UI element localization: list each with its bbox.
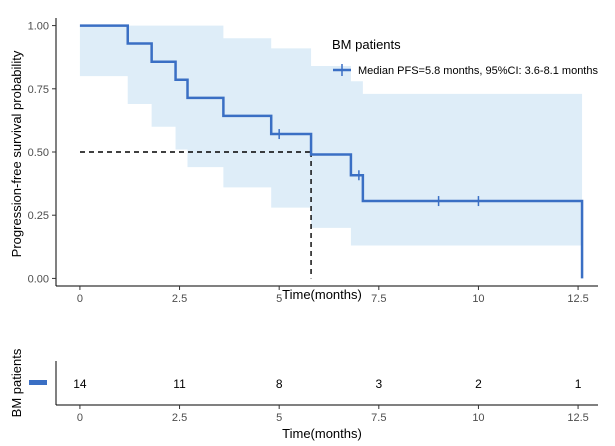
km-x-tick-label: 10 bbox=[472, 293, 484, 305]
km-x-tick-label: 2.5 bbox=[172, 293, 187, 305]
km-x-axis-title: Time(months) bbox=[282, 287, 362, 302]
risk-value: 14 bbox=[73, 377, 87, 391]
legend: BM patients Median PFS=5.8 months, 95%CI… bbox=[332, 37, 598, 77]
risk-strata-color-key bbox=[29, 380, 47, 385]
km-x-tick-label: 5 bbox=[276, 293, 282, 305]
risk-x-ticks: 0 2.5 5 7.5 10 12.5 bbox=[77, 405, 589, 424]
censor-marks bbox=[278, 129, 480, 207]
risk-value: 3 bbox=[375, 377, 382, 391]
km-x-tick-label: 12.5 bbox=[567, 293, 588, 305]
risk-x-tick-label: 2.5 bbox=[172, 412, 187, 424]
risk-x-tick-label: 10 bbox=[472, 412, 484, 424]
risk-x-tick-label: 12.5 bbox=[567, 412, 588, 424]
risk-x-tick-label: 7.5 bbox=[371, 412, 386, 424]
risk-value: 1 bbox=[575, 377, 582, 391]
km-y-tick-label: 1.00 bbox=[28, 21, 49, 33]
km-x-ticks: 0 2.5 5 7.5 10 12.5 bbox=[77, 286, 589, 305]
km-x-tick-label: 7.5 bbox=[371, 293, 386, 305]
risk-x-axis-title: Time(months) bbox=[282, 426, 362, 441]
legend-entry: Median PFS=5.8 months, 95%CI: 3.6-8.1 mo… bbox=[358, 65, 598, 77]
km-y-tick-label: 0.00 bbox=[28, 273, 49, 285]
km-x-tick-label: 0 bbox=[77, 293, 83, 305]
km-y-axis-title: Progression-free survival probability bbox=[9, 50, 24, 257]
risk-value: 2 bbox=[475, 377, 482, 391]
risk-value: 8 bbox=[276, 377, 283, 391]
km-y-tick-label: 0.50 bbox=[28, 147, 49, 159]
risk-y-axis-title: BM patients bbox=[9, 348, 24, 417]
km-y-tick-label: 0.75 bbox=[28, 84, 49, 96]
km-y-tick-label: 0.25 bbox=[28, 210, 49, 222]
legend-title: BM patients bbox=[332, 37, 401, 52]
risk-x-tick-label: 5 bbox=[276, 412, 282, 424]
km-y-ticks: 0.00 0.25 0.50 0.75 1.00 bbox=[28, 21, 56, 285]
risk-value: 11 bbox=[173, 377, 186, 391]
risk-x-tick-label: 0 bbox=[77, 412, 83, 424]
risk-table: 14 11 8 3 2 1 0 2.5 5 7.5 10 12.5 Time(months) BM … bbox=[9, 348, 598, 441]
risk-values: 14 11 8 3 2 1 bbox=[73, 377, 581, 391]
confidence-band bbox=[79, 25, 583, 246]
km-plot: 0.00 0.25 0.50 0.75 1.00 0 2.5 5 7.5 10 12.5 Time… bbox=[9, 18, 598, 305]
